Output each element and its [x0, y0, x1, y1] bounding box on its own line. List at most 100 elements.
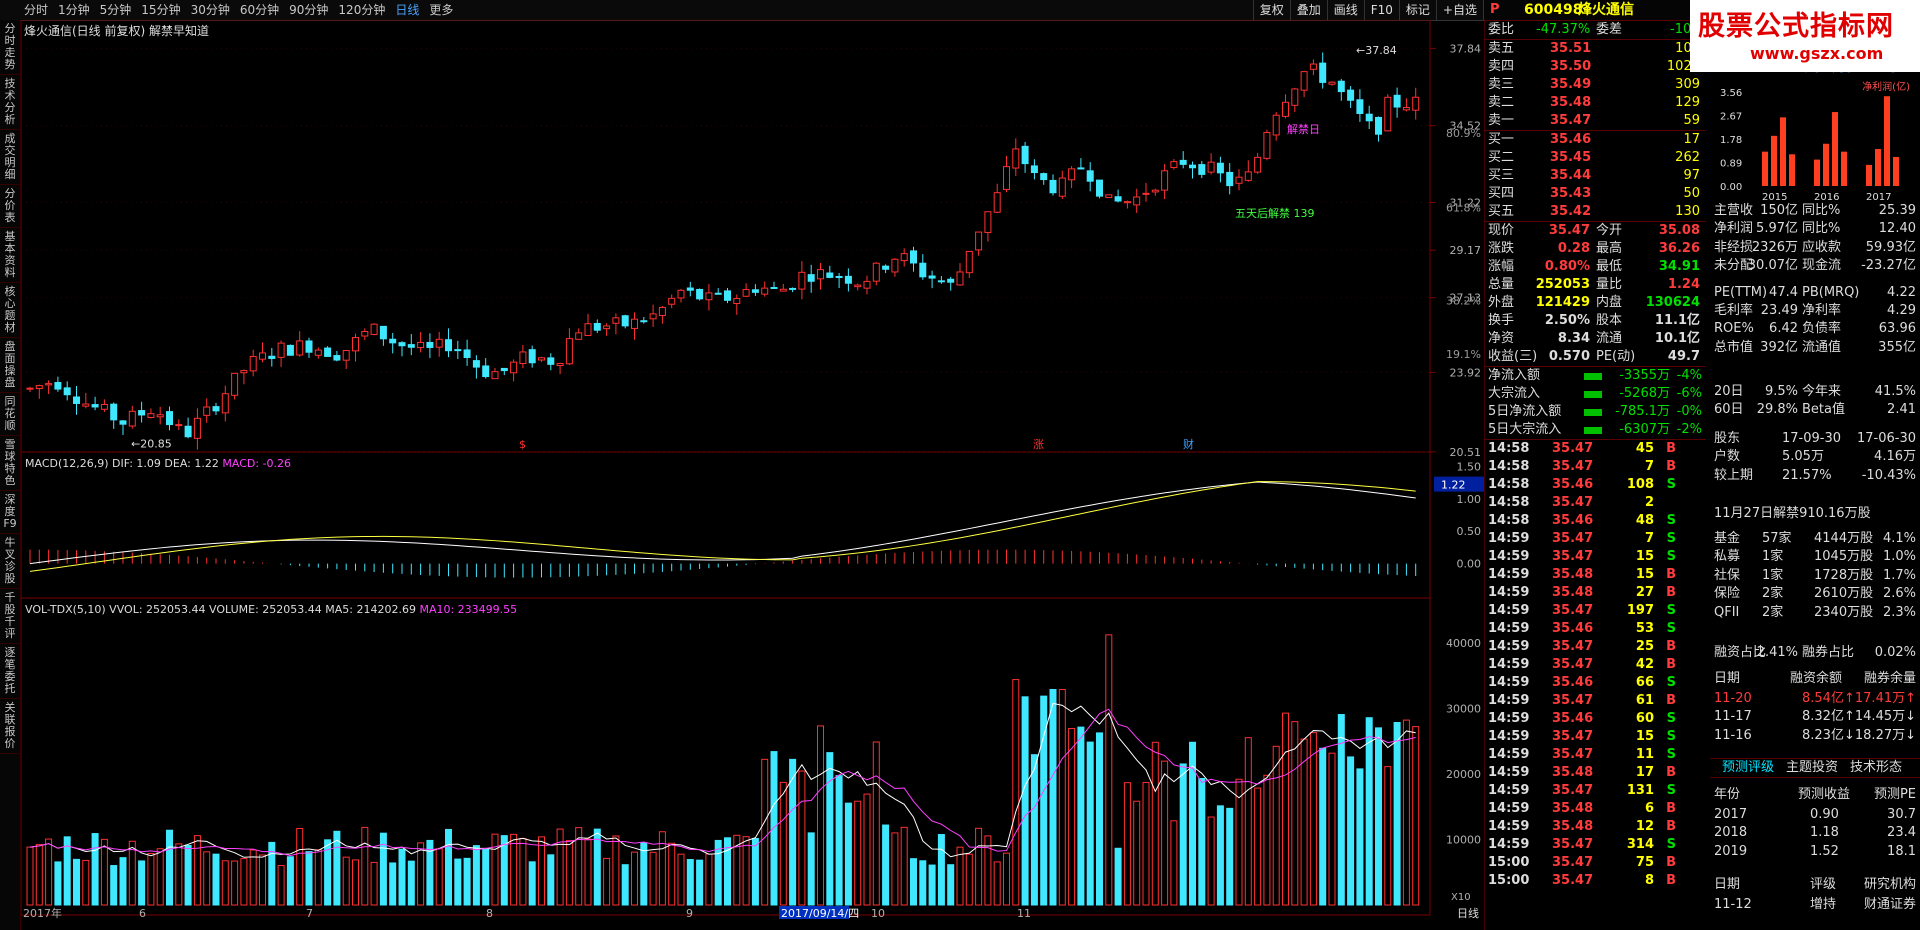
tick-side: B — [1666, 639, 1676, 654]
tick-price: 35.46 — [1552, 675, 1594, 690]
fund-cell: 21.57% — [1782, 467, 1832, 483]
flow-pct: -4% — [1676, 368, 1702, 383]
volume-bar — [110, 865, 118, 906]
stat-label: PE(动) — [1596, 349, 1636, 364]
timeframe-tab[interactable]: 90分钟 — [289, 3, 329, 17]
side-tab[interactable]: 核心题材 — [0, 283, 20, 338]
timeframe-tab[interactable]: 更多 — [429, 3, 454, 17]
timeframe-tab[interactable]: 120分钟 — [338, 3, 386, 17]
fund-cell: 流通值 — [1802, 339, 1842, 355]
candle-body — [1123, 201, 1131, 204]
tick-volume: 17 — [1635, 765, 1654, 780]
candle-body — [472, 360, 480, 368]
tick-volume: 12 — [1635, 819, 1654, 834]
period-label[interactable]: 日线 — [1457, 906, 1479, 920]
tick-price: 35.47 — [1552, 549, 1594, 564]
book-volume: 17 — [1683, 132, 1700, 147]
tick-time: 14:59 — [1488, 711, 1530, 726]
volume-bar — [184, 844, 192, 906]
tick-volume: 66 — [1635, 675, 1654, 690]
fund-row: PE(TTM) 47.4 PB(MRQ) 4.22 — [1710, 284, 1920, 302]
candle-body — [928, 275, 936, 279]
candle-body — [528, 349, 536, 364]
timeframe-tab[interactable]: 60分钟 — [239, 3, 280, 17]
book-level-label: 买二 — [1488, 150, 1515, 165]
flow-value: -5268万 — [1619, 386, 1670, 401]
fund-cell: 净利率 — [1802, 303, 1842, 318]
unlock-notice[interactable]: 11月27日解禁910.16万股 — [1714, 506, 1871, 521]
fund-cell: 59.93亿 — [1865, 239, 1916, 255]
candle-body — [305, 340, 313, 353]
volume-bar — [528, 861, 536, 906]
tick-row: 14:59 35.48 15 B — [1484, 566, 1706, 584]
tool-button[interactable]: 标记 — [1398, 0, 1436, 20]
side-tab[interactable]: 分价表 — [0, 185, 20, 228]
timeframe-tab[interactable]: 5分钟 — [99, 3, 132, 17]
weibi-value: -47.37% — [1536, 22, 1591, 37]
fund-cell: 同比% — [1802, 203, 1841, 218]
profit-bar — [1823, 143, 1829, 186]
stat-value: 2.50% — [1544, 313, 1590, 328]
timeframe-tab[interactable]: 15分钟 — [141, 3, 181, 17]
side-tab[interactable]: 同花顺 — [0, 393, 20, 436]
side-tab[interactable]: 基本资料 — [0, 228, 20, 283]
tick-list[interactable]: 14:58 35.47 45 B 14:58 35.47 7 B 14:58 35.46 108 S 1… — [1484, 439, 1706, 890]
tool-button[interactable]: 画线 — [1326, 0, 1364, 20]
volume-bar — [1086, 741, 1094, 906]
tool-button[interactable]: +自选 — [1435, 0, 1483, 20]
candle-body — [1207, 161, 1215, 173]
timeframe-tab[interactable]: 30分钟 — [190, 3, 230, 17]
fund-cell: 股东 — [1714, 431, 1741, 446]
timeframe-tab[interactable]: 1分钟 — [58, 3, 90, 17]
side-tab[interactable]: 深度F9 — [0, 491, 20, 534]
volume-axis-label: 10000 — [1446, 833, 1481, 846]
candle-body — [128, 410, 136, 427]
order-book-row: 卖二 35.48 129 — [1484, 94, 1706, 112]
stock-name: 烽火通信 — [1578, 2, 1634, 18]
timeframe-tab[interactable]: 日线 — [395, 3, 420, 17]
volume-bar — [872, 741, 880, 906]
tool-button[interactable]: F10 — [1363, 0, 1399, 20]
forecast-tab[interactable]: 技术形态 — [1850, 760, 1903, 775]
event-marker[interactable]: 涨 — [1033, 438, 1044, 451]
event-marker[interactable]: 财 — [1183, 437, 1194, 451]
fund-cell: 4.16万 — [1874, 449, 1916, 465]
tool-button[interactable]: 复权 — [1252, 0, 1290, 20]
rating-header: 日期 评级 研究机构 — [1710, 876, 1920, 894]
profit-bar — [1893, 156, 1899, 186]
volume-bar — [1040, 695, 1048, 906]
side-tab[interactable]: 逐笔委托 — [0, 644, 20, 699]
candle-body — [910, 250, 917, 264]
fund-cell: 融资占比 — [1714, 645, 1767, 660]
side-tab[interactable]: 牛叉诊股 — [0, 534, 20, 589]
event-marker[interactable]: $ — [519, 438, 526, 451]
fund-cell: 未分配 — [1714, 258, 1754, 274]
tick-row: 14:58 35.47 7 B — [1484, 458, 1706, 476]
kline-chart-area[interactable]: 37.84 34.52 31.22 29.17 27.13 23.92 20.51 80.9%… — [21, 20, 1484, 930]
profit-bar-chart: 净利润(亿) 3.56 2.67 1.78 0.89 0.00 2015 2016 2017 — [1720, 80, 1910, 203]
tick-time: 14:59 — [1488, 837, 1530, 852]
book-level-label: 卖一 — [1488, 113, 1515, 128]
tick-time: 15:00 — [1488, 855, 1530, 870]
forecast-tab[interactable]: 预测评级 — [1722, 760, 1775, 775]
tick-price: 35.48 — [1552, 765, 1594, 780]
timeframe-tab[interactable]: 分时 — [24, 3, 49, 17]
flow-pct: -6% — [1676, 386, 1702, 401]
tool-button[interactable]: 叠加 — [1289, 0, 1327, 20]
fund-cell: 2017 — [1714, 807, 1748, 822]
volume-header: VOL-TDX(5,10) VVOL: 252053.44 VOLUME: 25… — [25, 603, 517, 616]
book-volume: 59 — [1683, 113, 1700, 128]
tick-side: S — [1666, 603, 1676, 618]
candle-body — [156, 414, 164, 418]
fund-cell: 30.7 — [1887, 807, 1916, 822]
side-tab[interactable]: 雪球特色 — [0, 436, 20, 491]
side-tab[interactable]: 分时走势 — [0, 20, 20, 75]
side-tab[interactable]: 千股千评 — [0, 589, 20, 644]
side-tab[interactable]: 盘面操盘 — [0, 338, 20, 393]
side-tab[interactable]: 关联报价 — [0, 699, 20, 754]
forecast-tab[interactable]: 主题投资 — [1786, 760, 1839, 775]
volume-bar — [1049, 689, 1057, 906]
side-tab[interactable]: 成交明细 — [0, 130, 20, 185]
side-tab[interactable]: 技术分析 — [0, 75, 20, 130]
tick-price: 35.47 — [1552, 531, 1594, 546]
